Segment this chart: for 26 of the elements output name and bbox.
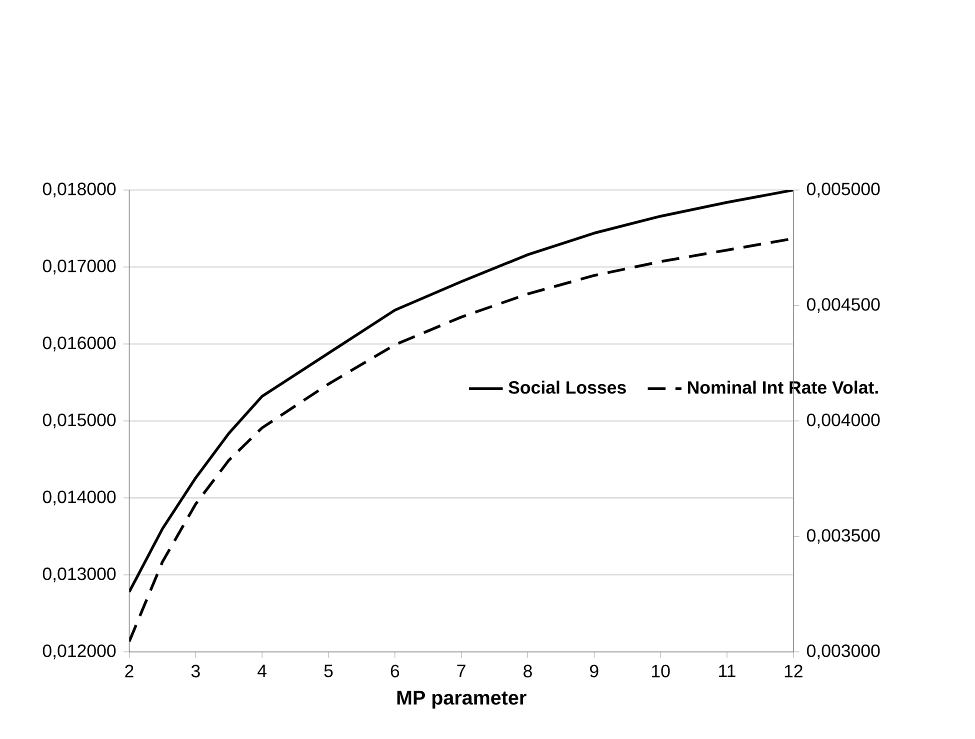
x-tick-label: 9 <box>590 664 598 678</box>
legend-label: Nominal Int Rate Volat. <box>688 380 878 394</box>
legend-label: Social Losses <box>508 380 626 394</box>
x-tick-label: 10 <box>652 664 670 678</box>
x-tick-label: 3 <box>191 664 200 678</box>
y-tick-label: 0,017000 <box>42 260 116 274</box>
y2-tick-label: 0,004500 <box>806 298 880 313</box>
y-tick-label: 0,015000 <box>42 414 116 428</box>
x-axis-title: MP parameter <box>397 690 526 709</box>
x-tick-label: 4 <box>258 664 266 678</box>
y2-tick-label: 0,003500 <box>806 529 880 544</box>
x-tick-label: 11 <box>719 664 736 678</box>
y-tick-label: 0,018000 <box>42 182 116 198</box>
y2-tick-label: 0,005000 <box>806 182 880 198</box>
y-tick-label: 0,013000 <box>42 568 116 582</box>
y-tick-label: 0,014000 <box>42 490 116 506</box>
x-tick-label: 8 <box>524 664 532 678</box>
x-tick-label: 5 <box>324 664 333 678</box>
x-tick-label: 6 <box>390 664 400 678</box>
x-tick-label: 7 <box>457 664 466 678</box>
y2-tick-label: 0,003000 <box>806 644 880 660</box>
y-tick-label: 0,012000 <box>42 644 116 660</box>
x-tick-label: 12 <box>784 664 802 678</box>
y-tick-label: 0,016000 <box>42 336 116 352</box>
y2-tick-label: 0,004000 <box>806 414 880 428</box>
x-tick-label: 2 <box>125 664 134 678</box>
